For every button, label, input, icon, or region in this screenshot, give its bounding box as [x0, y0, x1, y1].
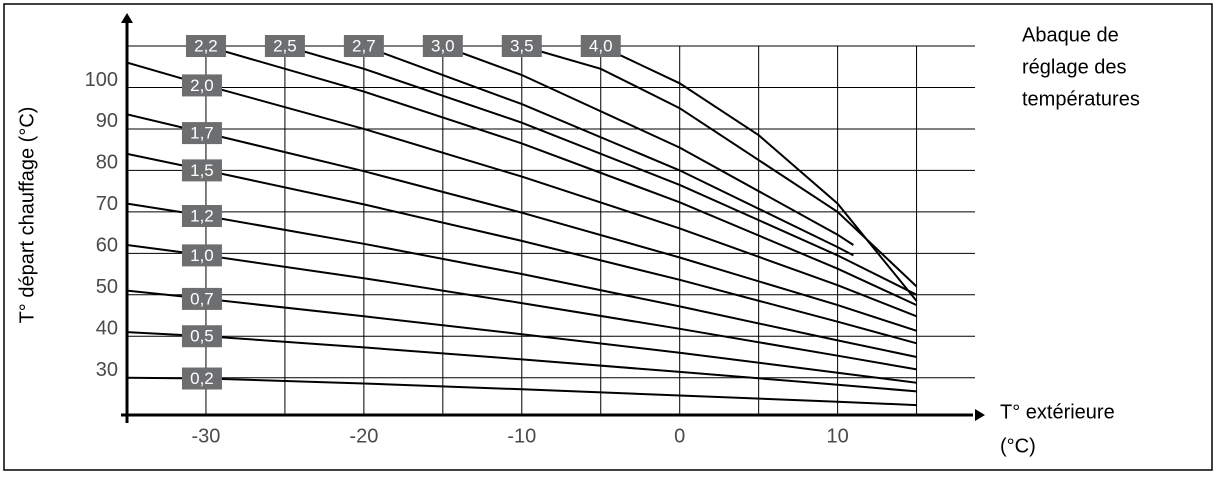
curve	[363, 45, 854, 257]
y-tick-label: 50	[96, 276, 118, 298]
legend-label: 1,7	[190, 124, 214, 143]
legend-label: 2,5	[273, 37, 297, 56]
curve-label-box	[580, 35, 621, 58]
curve-label-box	[422, 35, 463, 58]
curve-label-box	[181, 74, 222, 97]
curve	[205, 45, 918, 307]
x-axis-label: T° extérieure	[1000, 401, 1115, 423]
x-axis-arrow	[975, 409, 985, 421]
y-tick-label: 60	[96, 235, 118, 257]
curve	[284, 45, 918, 296]
curve-label-box	[181, 287, 222, 310]
y-tick-label: 70	[96, 193, 118, 215]
y-tick-label: 100	[85, 69, 118, 91]
legend-label: 2,2	[194, 37, 218, 56]
y-axis-label: T° départ chauffage (°C)	[16, 107, 38, 324]
legend-label: 0,7	[190, 289, 214, 308]
legend-label: 1,2	[190, 206, 214, 225]
legend-label: 2,7	[352, 37, 376, 56]
curve-label-box	[181, 325, 222, 348]
x-tick-label: -30	[192, 425, 221, 447]
x-tick-label: -10	[507, 425, 536, 447]
legend-label: 1,5	[190, 161, 214, 180]
curve-label-box	[501, 35, 542, 58]
legend-label: 2,0	[190, 76, 214, 95]
legend-label: 3,5	[510, 37, 534, 56]
y-tick-label: 80	[96, 152, 118, 174]
x-tick-label: 10	[826, 425, 848, 447]
x-axis-label: (°C)	[1000, 435, 1036, 457]
chart-title: Abaque de	[1022, 24, 1119, 46]
curve-label-box	[343, 35, 384, 58]
legend-label: 1,0	[190, 246, 214, 265]
curve-label-box	[181, 122, 222, 145]
frame	[3, 3, 1213, 471]
legend-label: 3,0	[431, 37, 455, 56]
x-tick-label: -20	[349, 425, 378, 447]
chart-title: températures	[1022, 88, 1140, 110]
curve	[600, 45, 918, 302]
x-tick-label: 0	[674, 425, 685, 447]
curve-label-box	[181, 159, 222, 182]
chart-title: réglage des	[1022, 56, 1127, 78]
legend-label: 0,5	[190, 327, 214, 346]
curve-label-box	[181, 205, 222, 227]
curve-label-box	[185, 35, 226, 58]
curve-label-box	[264, 35, 305, 58]
y-tick-label: 30	[96, 359, 118, 381]
legend-label: 4,0	[589, 37, 613, 56]
y-axis-arrow	[121, 13, 133, 23]
legend-label: 0,2	[190, 369, 214, 388]
curve-label-box	[181, 244, 222, 267]
y-tick-label: 90	[96, 110, 118, 132]
curve	[442, 45, 854, 246]
curve-label-box	[181, 367, 222, 390]
y-tick-label: 40	[96, 318, 118, 340]
